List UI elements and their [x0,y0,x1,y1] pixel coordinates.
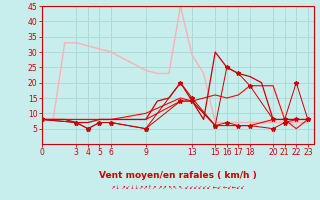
X-axis label: Vent moyen/en rafales ( km/h ): Vent moyen/en rafales ( km/h ) [99,171,256,180]
Text: ↗↓ ↗↙↓↓↗↗↑↗ ↗↗ ↖↖ ↖ ↙↙↙↙↙↙ ←↙ ←↙←↙↙: ↗↓ ↗↙↓↓↗↗↑↗ ↗↗ ↖↖ ↖ ↙↙↙↙↙↙ ←↙ ←↙←↙↙ [111,185,244,190]
